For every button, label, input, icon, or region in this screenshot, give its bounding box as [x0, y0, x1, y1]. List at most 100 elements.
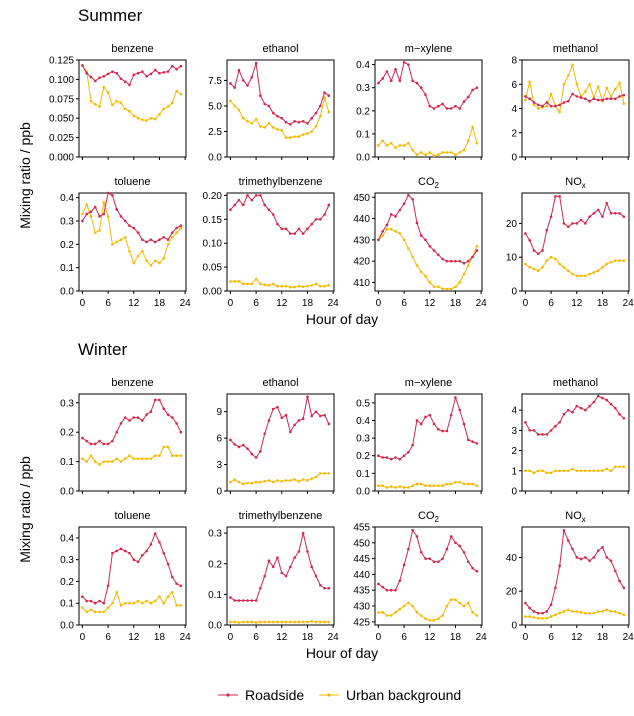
data-point-urban-background	[381, 139, 385, 143]
data-point-roadside	[276, 114, 279, 118]
data-point-urban-background	[179, 226, 183, 230]
data-point-urban-background	[398, 144, 402, 147]
panel-title: trimethylbenzene	[239, 176, 323, 188]
data-point-urban-background	[128, 601, 131, 605]
panel-title: m−xylene	[405, 43, 452, 55]
data-point-roadside	[119, 77, 123, 80]
data-point-roadside	[614, 406, 617, 410]
data-point-urban-background	[314, 282, 318, 286]
data-point-roadside	[149, 410, 153, 413]
data-point-roadside	[424, 415, 427, 419]
data-point-urban-background	[592, 271, 596, 274]
data-point-roadside	[102, 601, 106, 605]
series-line-urban-background	[525, 466, 624, 474]
data-point-urban-background	[280, 129, 284, 132]
data-point-urban-background	[233, 478, 237, 481]
data-point-roadside	[81, 436, 84, 440]
data-point-urban-background	[458, 281, 462, 284]
data-point-urban-background	[432, 618, 436, 622]
data-point-urban-background	[106, 606, 110, 609]
data-point-roadside	[554, 195, 557, 198]
panel-title: benzene	[111, 43, 153, 55]
data-point-urban-background	[566, 74, 570, 78]
data-point-urban-background	[89, 454, 93, 458]
data-point-urban-background	[558, 611, 561, 615]
data-point-urban-background	[289, 479, 292, 482]
data-point-urban-background	[280, 480, 284, 483]
data-point-roadside	[166, 562, 170, 566]
data-point-urban-background	[141, 457, 144, 460]
data-point-urban-background	[153, 259, 157, 262]
data-point-roadside	[263, 203, 266, 207]
data-point-roadside	[601, 545, 604, 549]
data-point-roadside	[284, 120, 288, 124]
data-point-urban-background	[93, 102, 97, 106]
data-point-roadside	[622, 586, 626, 590]
data-point-roadside	[532, 249, 536, 252]
y-tick-label: 5.0	[208, 101, 222, 112]
data-point-roadside	[566, 539, 570, 542]
y-tick-label: 40	[506, 553, 518, 564]
data-point-roadside	[445, 107, 449, 110]
data-point-roadside	[237, 445, 241, 449]
data-point-urban-background	[545, 104, 549, 108]
data-point-roadside	[267, 104, 271, 108]
data-point-roadside	[297, 419, 301, 422]
data-point-urban-background	[419, 482, 423, 486]
y-tick-label: 0.4	[356, 416, 370, 427]
data-point-urban-background	[588, 272, 591, 276]
data-point-urban-background	[119, 604, 123, 607]
panel-title-main: m−xylene	[405, 43, 452, 55]
data-point-roadside	[327, 586, 331, 590]
data-point-roadside	[437, 104, 440, 108]
data-point-roadside	[558, 420, 561, 424]
data-point-roadside	[445, 547, 449, 551]
data-point-roadside	[89, 75, 93, 79]
data-point-urban-background	[441, 484, 444, 488]
data-point-urban-background	[411, 604, 414, 608]
data-point-roadside	[233, 86, 237, 89]
data-point-roadside	[437, 427, 440, 431]
y-tick-label: 445	[353, 554, 370, 565]
data-point-roadside	[254, 599, 258, 602]
data-point-roadside	[280, 227, 284, 231]
legend-urban-label: Urban background	[346, 687, 461, 703]
x-tick-label: 0	[228, 632, 234, 643]
data-point-urban-background	[175, 604, 178, 607]
data-point-roadside	[93, 205, 97, 209]
data-point-roadside	[310, 414, 314, 418]
data-point-roadside	[571, 92, 574, 96]
data-point-roadside	[323, 91, 326, 94]
data-point-roadside	[233, 203, 237, 207]
data-point-roadside	[549, 429, 553, 432]
data-point-urban-background	[609, 260, 613, 264]
data-point-urban-background	[458, 151, 462, 154]
x-tick-label: 18	[154, 632, 166, 643]
panel-winter-toluene: toluene 0.0 0.1 0.2 0.3 0.4 0 6 12 18 24	[60, 510, 191, 643]
data-point-roadside	[158, 238, 161, 241]
data-point-urban-background	[115, 99, 118, 103]
data-point-urban-background	[293, 478, 296, 481]
y-tick-label: 2.5	[208, 127, 222, 138]
data-point-roadside	[301, 232, 305, 235]
data-point-roadside	[81, 64, 84, 67]
x-tick-label: 24	[476, 632, 488, 643]
data-point-roadside	[306, 550, 309, 553]
data-point-urban-background	[389, 485, 393, 488]
data-point-urban-background	[549, 255, 553, 259]
data-point-roadside	[310, 565, 314, 569]
data-point-urban-background	[246, 282, 249, 286]
y-tick-label: 0.3	[60, 217, 74, 228]
data-point-roadside	[441, 102, 444, 106]
data-point-roadside	[528, 97, 532, 101]
data-point-urban-background	[377, 144, 380, 147]
data-point-urban-background	[562, 610, 566, 613]
data-point-roadside	[584, 408, 587, 412]
data-point-urban-background	[554, 469, 557, 473]
data-point-roadside	[111, 70, 114, 73]
data-point-roadside	[398, 579, 402, 583]
data-point-urban-background	[471, 125, 474, 129]
series-line-roadside	[525, 93, 625, 107]
data-point-roadside	[254, 456, 258, 459]
